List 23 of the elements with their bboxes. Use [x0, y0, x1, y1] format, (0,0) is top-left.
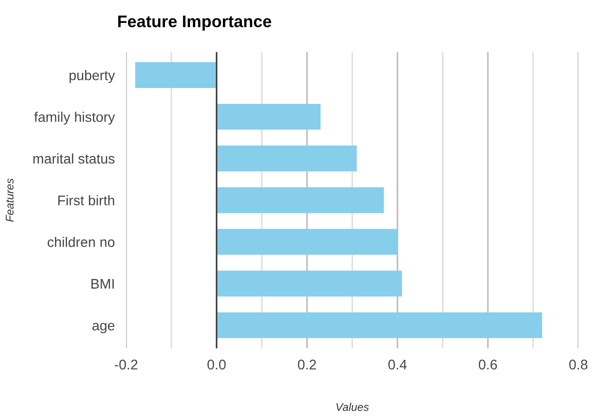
x-tick-label: 0.0 — [207, 360, 226, 370]
x-tick-label: 0.6 — [478, 360, 497, 370]
bar — [216, 146, 357, 172]
chart-title: Feature Importance — [118, 16, 272, 31]
bar — [135, 62, 217, 88]
bar — [216, 187, 384, 214]
y-tick-label: First birth — [58, 195, 114, 206]
x-tick-label: 0.2 — [298, 360, 316, 370]
x-axis-title: Values — [336, 402, 369, 411]
y-axis-title: Features — [6, 178, 14, 222]
y-tick-label: family history — [34, 112, 116, 125]
y-tick-label: children no — [48, 236, 114, 248]
y-tick-label: puberty — [70, 70, 116, 83]
y-tick-label: marital status — [33, 153, 115, 164]
bar — [216, 104, 321, 130]
x-tick-label: 0.4 — [388, 360, 407, 370]
x-tick-label: 0.8 — [569, 360, 588, 370]
y-tick-label: BMI — [91, 279, 114, 289]
x-tick-label: -0.2 — [114, 360, 138, 370]
bar — [216, 312, 542, 338]
bar — [216, 270, 402, 296]
bar — [216, 228, 398, 255]
y-tick-label: age — [92, 322, 114, 334]
